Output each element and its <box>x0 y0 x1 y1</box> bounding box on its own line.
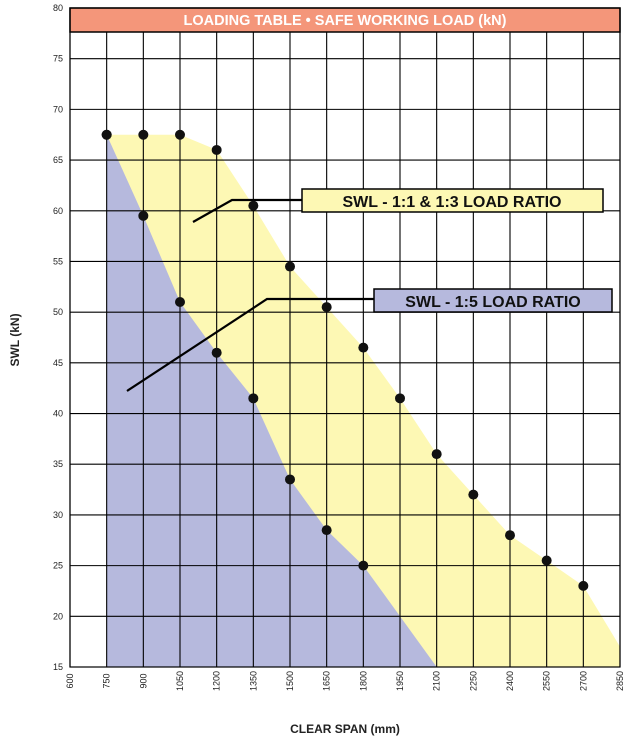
y-tick-label: 35 <box>53 459 63 469</box>
callout-line-1-5 <box>126 297 374 392</box>
data-point-1-1-and-1-3 <box>468 489 479 500</box>
x-tick-label: 2250 <box>468 671 478 691</box>
y-tick-label: 45 <box>53 358 63 368</box>
y-tick-label: 15 <box>53 662 63 672</box>
x-tick-label: 1050 <box>175 671 185 691</box>
x-tick-label: 2550 <box>542 671 552 691</box>
data-point-1-1-and-1-3 <box>321 302 332 313</box>
y-tick-label: 60 <box>53 206 63 216</box>
data-point-1-1-and-1-3 <box>431 449 442 460</box>
y-tick-label: 25 <box>53 561 63 571</box>
x-tick-label: 2700 <box>578 671 588 691</box>
series-points-1-5 <box>101 129 369 571</box>
x-tick-label: 2100 <box>432 671 442 691</box>
x-tick-label: 2400 <box>505 671 515 691</box>
label-box-1-5 <box>373 288 613 313</box>
callout-line-1-1-and-1-3 <box>192 198 302 223</box>
data-point-1-5 <box>138 210 149 221</box>
data-point-1-1-and-1-3 <box>505 530 515 541</box>
y-tick-label: 75 <box>53 54 63 64</box>
x-tick-label: 1200 <box>212 671 222 691</box>
data-point-1-1-and-1-3 <box>138 129 149 140</box>
x-tick-label: 1650 <box>322 671 332 691</box>
data-point-1-1-and-1-3 <box>248 200 259 211</box>
data-point-1-1-and-1-3 <box>211 144 222 155</box>
y-tick-label: 40 <box>53 409 63 419</box>
x-tick-label: 1800 <box>358 671 368 691</box>
y-tick-label: 30 <box>53 510 63 520</box>
y-tick-label: 65 <box>53 155 63 165</box>
y-tick-label: 20 <box>53 611 63 621</box>
y-tick-labels: 15 20 25 30 35 40 45 50 55 60 65 70 75 80 <box>53 3 63 672</box>
x-axis-title: CLEAR SPAN (mm) <box>290 722 400 736</box>
x-tick-label: 1500 <box>285 671 295 691</box>
x-tick-label: 2850 <box>615 671 624 691</box>
data-point-1-1-and-1-3 <box>175 129 185 140</box>
y-tick-label: 50 <box>53 307 63 317</box>
x-tick-labels: 600 750 900 1050 1200 1350 1500 1650 1800 1950 210… <box>65 671 624 691</box>
series-area-1-5 <box>106 134 437 667</box>
data-point-1-5 <box>101 129 112 140</box>
data-point-1-1-and-1-3 <box>541 555 552 566</box>
plot-frame <box>69 7 621 668</box>
y-axis-title: SWL (kN) <box>8 313 22 366</box>
chart-title: LOADING TABLE • SAFE WORKING LOAD (kN) <box>184 13 507 29</box>
data-point-1-5 <box>211 347 222 358</box>
data-point-1-5 <box>175 297 185 308</box>
data-point-1-5 <box>321 525 332 536</box>
data-point-1-5 <box>248 393 259 404</box>
data-point-1-1-and-1-3 <box>285 261 295 272</box>
data-point-1-1-and-1-3 <box>358 342 369 353</box>
x-tick-label: 600 <box>65 673 75 688</box>
y-tick-label: 70 <box>53 104 63 114</box>
data-point-1-5 <box>285 474 295 485</box>
legend-label-1-1-and-1-3: SWL - 1:1 & 1:3 LOAD RATIO <box>343 194 562 211</box>
data-point-1-1-and-1-3 <box>395 393 405 404</box>
x-tick-label: 900 <box>138 673 148 688</box>
y-tick-label: 80 <box>53 3 63 13</box>
y-tick-label: 55 <box>53 256 63 266</box>
label-box-1-1-and-1-3 <box>301 188 604 213</box>
x-tick-label: 1350 <box>248 671 258 691</box>
legend-label-1-5: SWL - 1:5 LOAD RATIO <box>405 294 580 311</box>
x-tick-label: 750 <box>102 673 112 688</box>
x-tick-label: 1950 <box>395 671 405 691</box>
data-point-1-1-and-1-3 <box>578 580 589 591</box>
data-point-1-5 <box>358 560 369 571</box>
